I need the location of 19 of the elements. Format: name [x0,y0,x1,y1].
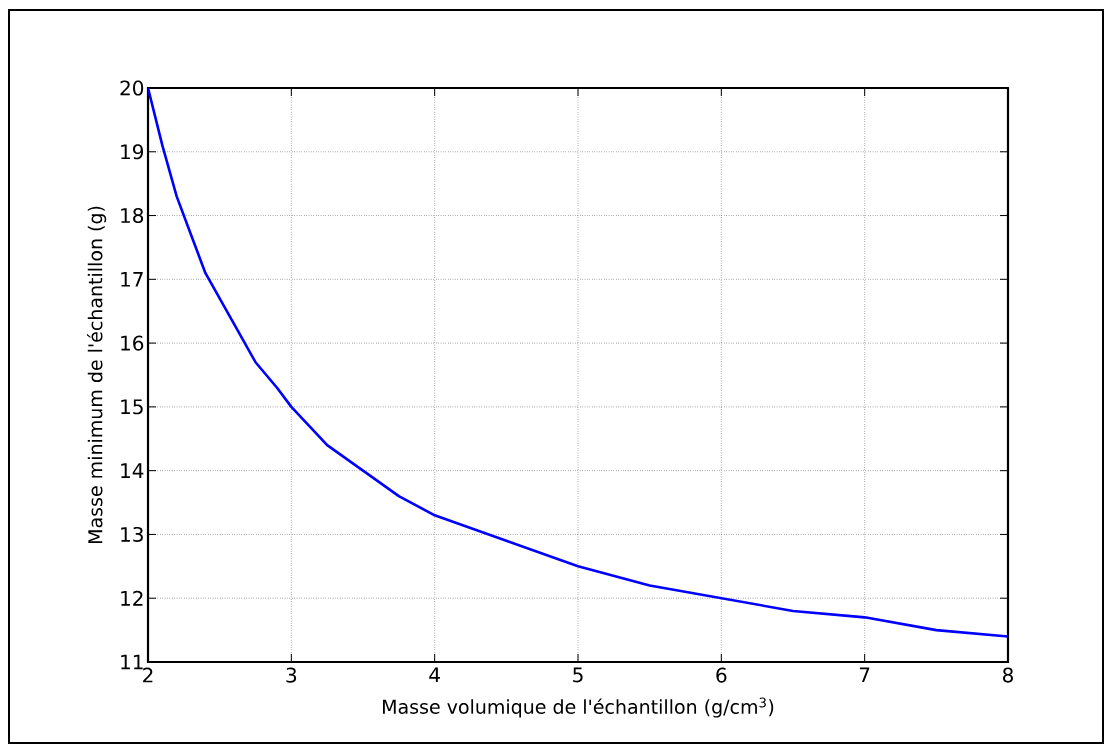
y-tick-label: 15 [121,399,143,415]
y-tick-label: 17 [121,272,143,287]
x-tick-label: 5 [573,667,583,683]
y-tick-label: 12 [121,590,143,606]
y-tick-label: 14 [121,463,144,478]
y-tick-label: 16 [121,335,144,351]
y-tick-label: 13 [121,526,143,542]
x-tick-label: 3 [286,667,297,683]
x-tick-label: 6 [716,667,727,683]
y-tick-label: 19 [121,144,144,160]
x-tick-label: 2 [143,667,153,683]
x-tick-label: 4 [429,667,440,683]
x-axis-title: Masse volumique de l'échantillon (g/cm$^{3}$) [383,697,774,718]
y-tick-label: 20 [120,80,144,96]
x-tick-label: 7 [859,667,870,683]
x-tick-label: 8 [1003,667,1013,683]
y-tick-label: 18 [121,207,144,224]
y-tick-label: 11 [121,654,143,670]
y-axis-title: Masse minimum de l'échantillon (g) [87,206,107,544]
